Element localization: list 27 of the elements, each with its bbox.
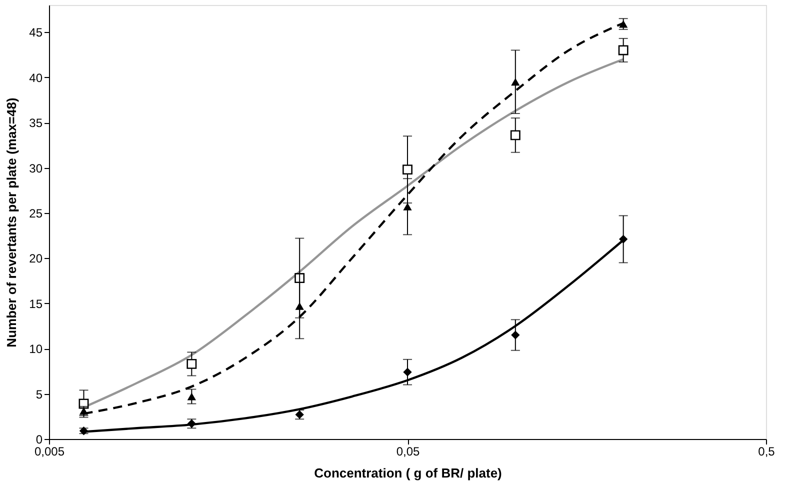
- point: [402, 164, 412, 175]
- point: [619, 20, 628, 28]
- y-tick-label: 25: [29, 206, 43, 220]
- y-tick-label: 20: [29, 252, 43, 266]
- point: [618, 45, 628, 56]
- y-tick-label: 15: [29, 296, 43, 311]
- y-axis-title: Number of revertants per plate (max=48): [4, 98, 20, 348]
- y-tick-label: 40: [29, 70, 43, 85]
- y-tick-label: 30: [29, 161, 43, 176]
- y-tick-label: 5: [36, 387, 43, 402]
- point: [511, 330, 520, 340]
- x-axis-title: Concentration ( g of BR/ plate): [314, 466, 502, 480]
- point: [511, 78, 520, 86]
- point: [186, 358, 197, 369]
- point: [510, 130, 520, 140]
- y-tick-label: 10: [29, 342, 43, 356]
- y-tick-label: 0: [36, 432, 43, 446]
- x-tick-label: 0,005: [34, 444, 65, 458]
- point: [403, 202, 412, 210]
- point: [403, 368, 412, 376]
- x-tick-label: 0,5: [758, 444, 776, 458]
- x-tick-label: 0,05: [396, 444, 420, 458]
- y-tick-label: 35: [29, 116, 43, 130]
- point: [295, 302, 304, 310]
- y-tick-label: 45: [29, 26, 43, 40]
- point: [619, 234, 628, 244]
- point: [187, 392, 196, 400]
